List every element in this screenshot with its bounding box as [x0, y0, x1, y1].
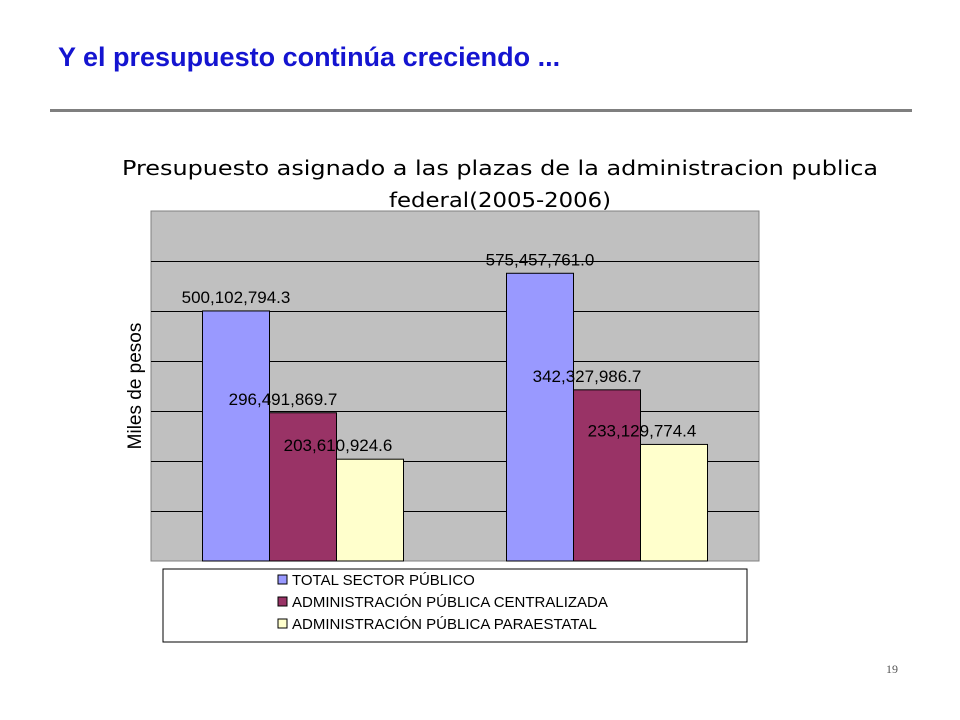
page-number: 19: [886, 662, 898, 676]
bars: [202, 272, 708, 562]
bar: [269, 412, 337, 562]
legend-swatch: [277, 574, 288, 585]
legend-entry: TOTAL SECTOR PÚBLICO: [292, 572, 475, 589]
data-label: 575,457,761.0: [486, 250, 595, 269]
chart-title-line-2: federal(2005-2006): [389, 188, 611, 212]
bar: [506, 272, 574, 562]
data-label: 500,102,794.3: [182, 288, 291, 307]
slide-title: Y el presupuesto continúa creciendo ...: [58, 42, 561, 72]
y-axis-label: Miles de pesos: [125, 323, 146, 450]
data-label: 342,327,986.7: [533, 367, 642, 386]
legend-swatch: [277, 596, 288, 607]
chart-title-line-1: Presupuesto asignado a las plazas de la …: [122, 156, 878, 180]
bar: [573, 389, 641, 562]
bar: [336, 458, 404, 562]
data-label: 233,129,774.4: [588, 421, 697, 440]
legend: TOTAL SECTOR PÚBLICO ADMINISTRACIÓN PÚBLI…: [277, 572, 608, 633]
data-label: 203,610,924.6: [284, 436, 393, 455]
bar: [202, 310, 270, 562]
legend-swatch: [277, 618, 288, 629]
legend-entry: ADMINISTRACIÓN PÚBLICA PARAESTATAL: [292, 616, 597, 633]
legend-entry: ADMINISTRACIÓN PÚBLICA CENTRALIZADA: [292, 594, 608, 611]
chart-title: Presupuesto asignado a las plazas de la …: [122, 156, 878, 212]
data-label: 296,491,869.7: [229, 390, 338, 409]
title-divider: [50, 109, 912, 112]
bar: [640, 443, 708, 562]
data-labels: 500,102,794.3 296,491,869.7 203,610,924.6 5…: [182, 250, 697, 455]
legend-box: [162, 568, 748, 643]
